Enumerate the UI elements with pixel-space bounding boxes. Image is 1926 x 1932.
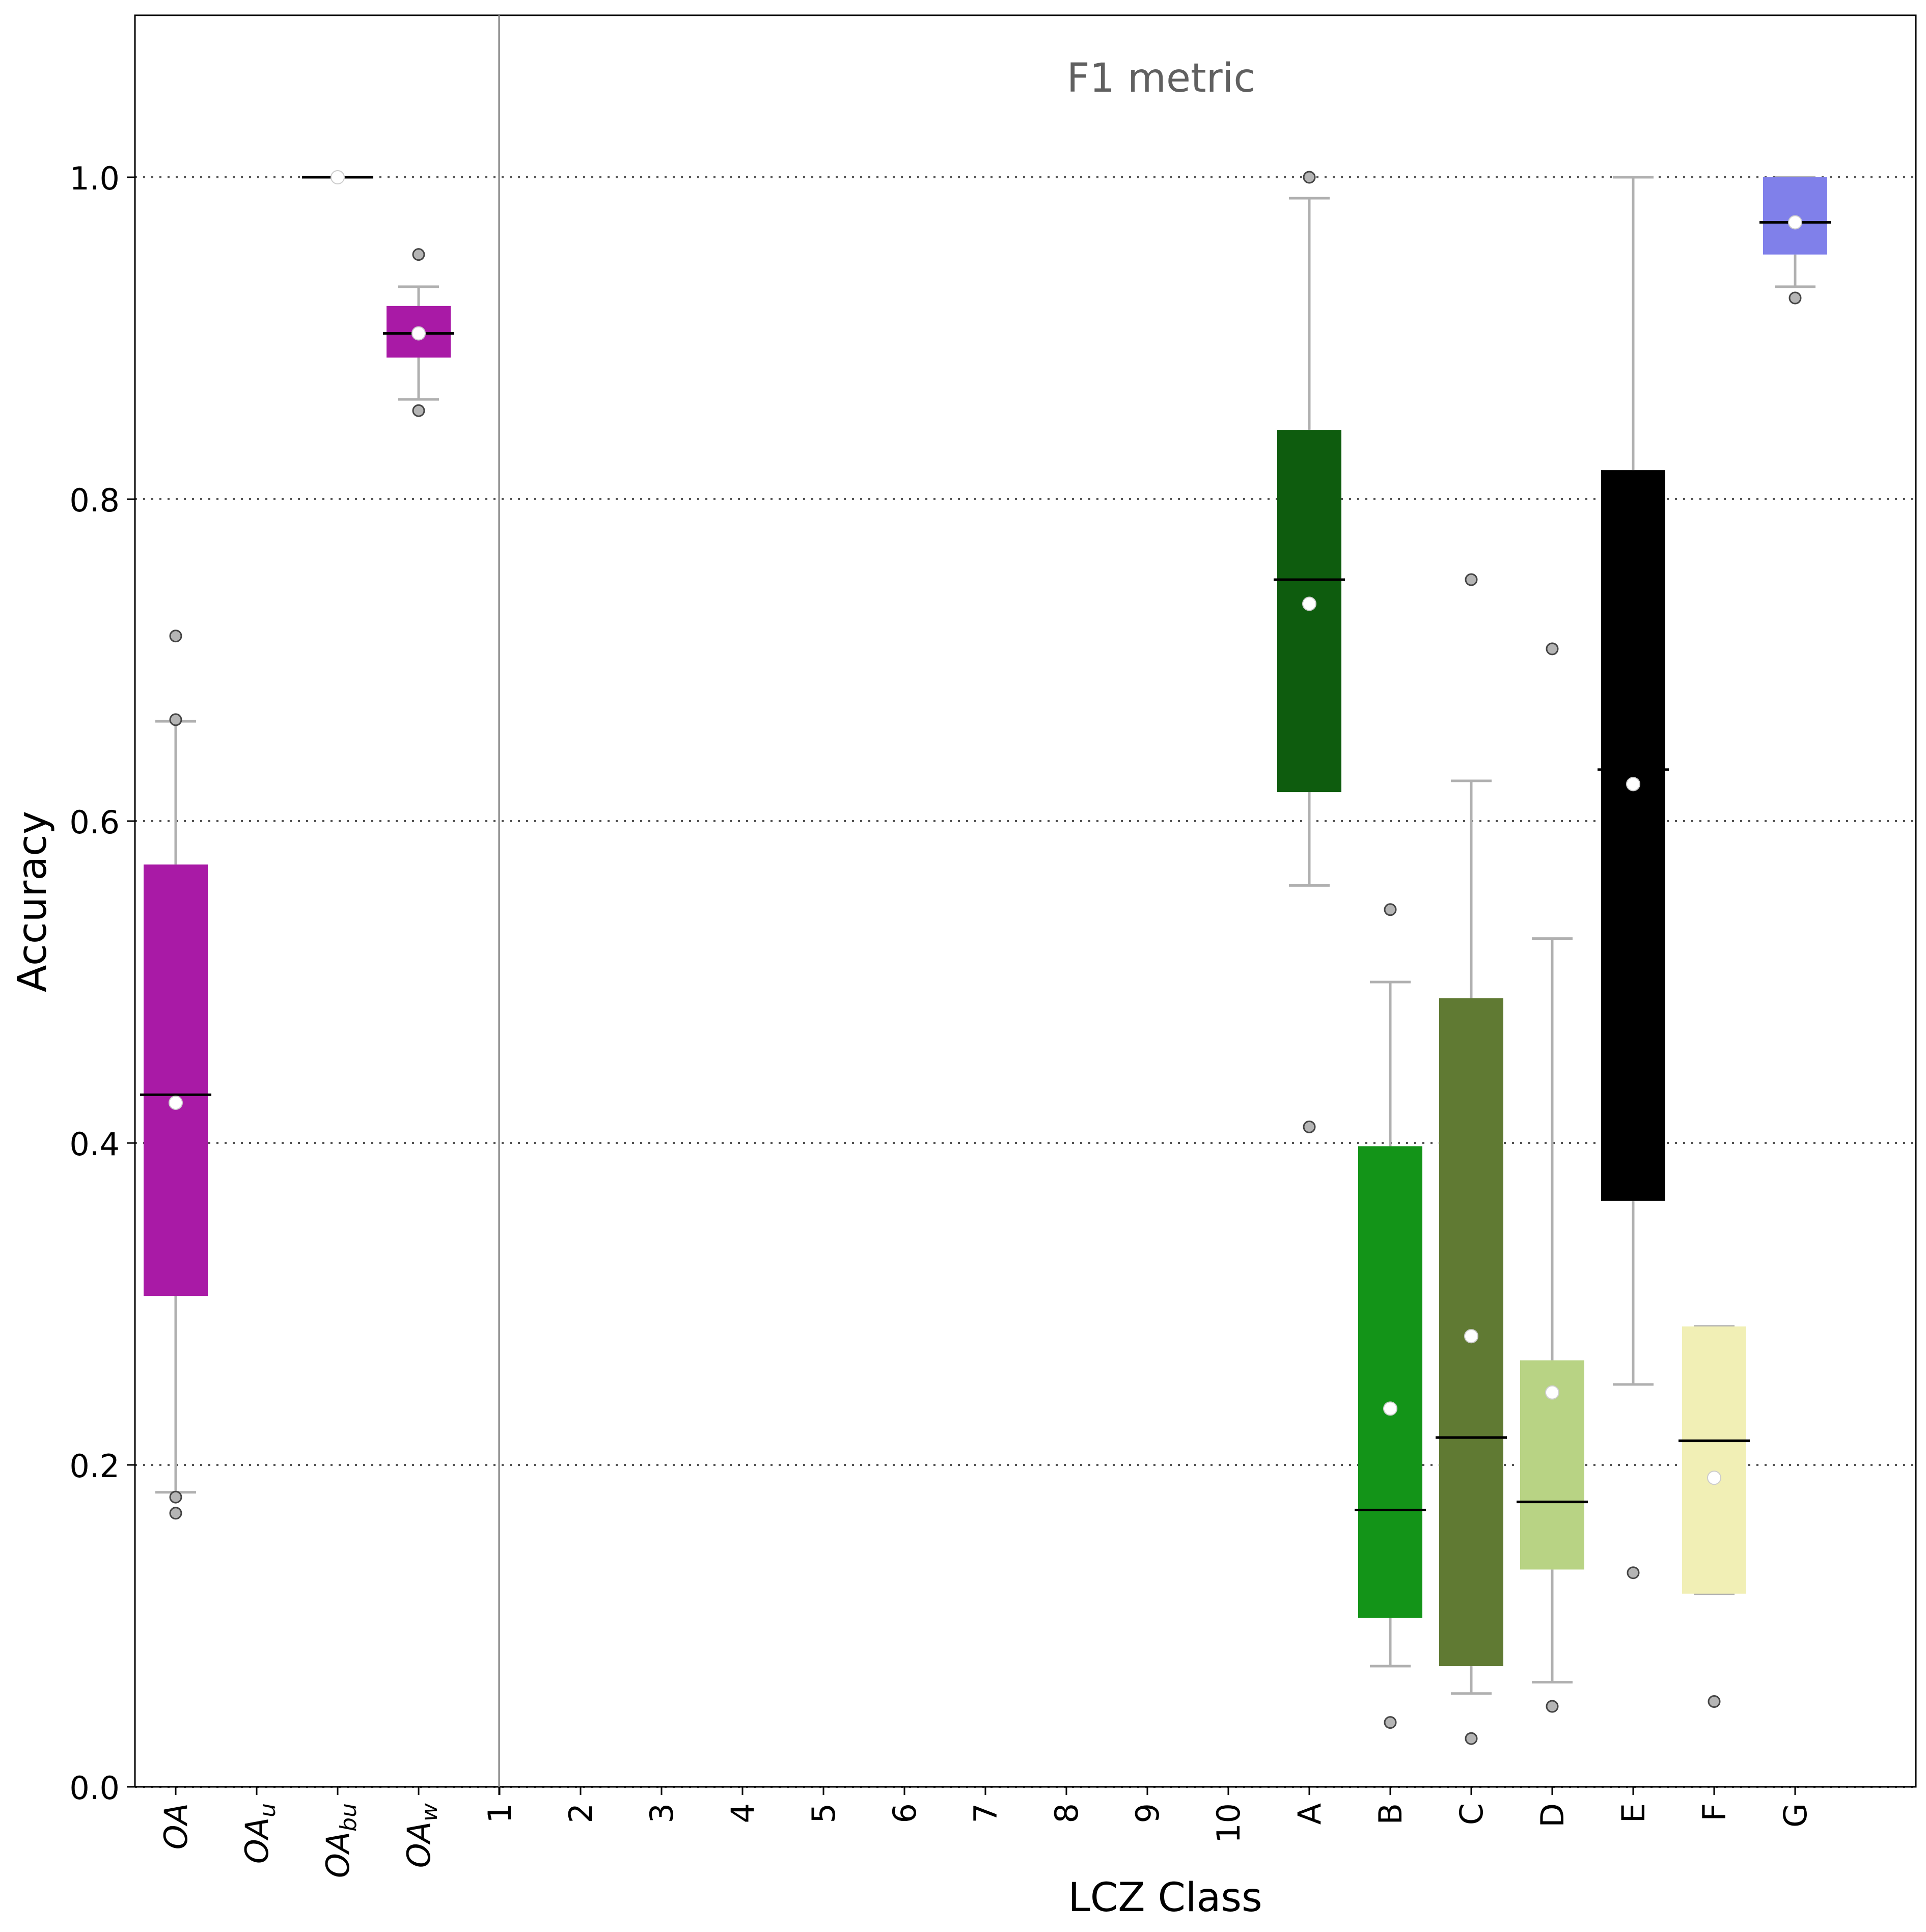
x-tick-label: OAbu [319, 1803, 362, 1878]
chart-title: F1 metric [1067, 56, 1255, 101]
box-g [1759, 176, 1831, 305]
outlier-point [169, 713, 182, 726]
x-tick-label: E [1615, 1803, 1652, 1823]
x-tick-label: 9 [1129, 1803, 1166, 1823]
mean-marker [331, 170, 345, 184]
outlier-point [1465, 1732, 1478, 1745]
y-tick-label: 0.0 [69, 1770, 120, 1807]
box-oa-bu [302, 170, 373, 184]
outlier-point [1465, 573, 1478, 586]
x-tick-label: 10 [1210, 1803, 1247, 1843]
outlier-point [169, 630, 182, 643]
y-tick-label: 1.0 [69, 160, 120, 197]
box-body [1682, 1326, 1746, 1594]
x-tick-label: 1 [481, 1803, 518, 1823]
x-tick-label: G [1777, 1803, 1814, 1828]
box-series [140, 170, 1831, 1745]
outlier-point [169, 1507, 182, 1520]
y-tick-label: 0.6 [69, 804, 120, 841]
outlier-point [412, 404, 425, 417]
mean-marker [169, 1096, 183, 1110]
outlier-point [1546, 1700, 1559, 1713]
x-tick-label: 7 [967, 1803, 1004, 1823]
x-tick-label: 4 [724, 1803, 761, 1823]
box-f [1679, 1325, 1750, 1708]
x-tick-label: F [1696, 1803, 1733, 1821]
outlier-point [1303, 171, 1316, 184]
mean-marker [1383, 1401, 1397, 1416]
box-body [1277, 430, 1341, 793]
box-a [1274, 171, 1345, 1133]
x-tick-label: 2 [562, 1803, 599, 1823]
outlier-point [1708, 1695, 1721, 1708]
y-axis-label: Accuracy [10, 811, 56, 992]
x-axis-label: LCZ Class [1068, 1875, 1262, 1921]
x-tick-label: OA [157, 1803, 195, 1849]
box-e [1598, 176, 1669, 1580]
outlier-point [1384, 903, 1397, 916]
y-tick-label: 0.4 [69, 1126, 120, 1163]
x-tick-label: C [1453, 1803, 1490, 1825]
box-b [1355, 903, 1426, 1729]
outlier-point [412, 248, 425, 261]
mean-marker [1545, 1385, 1559, 1400]
outlier-point [169, 1490, 182, 1504]
outlier-point [1384, 1716, 1397, 1729]
box-c [1436, 573, 1507, 1745]
y-tick-label: 0.2 [69, 1448, 120, 1485]
x-tick-label: 5 [805, 1803, 842, 1823]
mean-marker [1302, 596, 1316, 611]
axes: 0.0 0.2 0.4 0.6 0.8 1.0 OA OAu OAbu OAw 1 2 3 4 5 6 7 8 9 1… [69, 14, 1917, 1878]
outlier-point [1789, 291, 1802, 305]
x-tick-label: 6 [886, 1803, 923, 1823]
plot-frame [134, 14, 1917, 1788]
x-tick-label: OAw [400, 1803, 443, 1868]
box-oa-w [383, 248, 454, 417]
mean-marker [1626, 777, 1640, 792]
x-tick-label: 3 [643, 1803, 680, 1823]
box-body [144, 864, 208, 1296]
mean-marker [1788, 215, 1802, 230]
mean-marker [411, 326, 426, 341]
outlier-point [1627, 1566, 1640, 1580]
mean-marker [1464, 1329, 1478, 1344]
outlier-point [1546, 642, 1559, 656]
mean-marker [1707, 1471, 1721, 1485]
x-tick-label: OAu [238, 1803, 281, 1864]
box-body [1601, 470, 1665, 1201]
x-tick-label: 8 [1048, 1803, 1085, 1823]
x-tick-label: B [1372, 1803, 1409, 1825]
x-tick-label: A [1291, 1803, 1328, 1825]
outlier-point [1303, 1120, 1316, 1133]
x-tick-label: D [1534, 1803, 1571, 1828]
box-body [1358, 1146, 1422, 1618]
box-oa [140, 630, 211, 1520]
box-d [1517, 642, 1588, 1713]
y-tick-label: 0.8 [69, 482, 120, 519]
